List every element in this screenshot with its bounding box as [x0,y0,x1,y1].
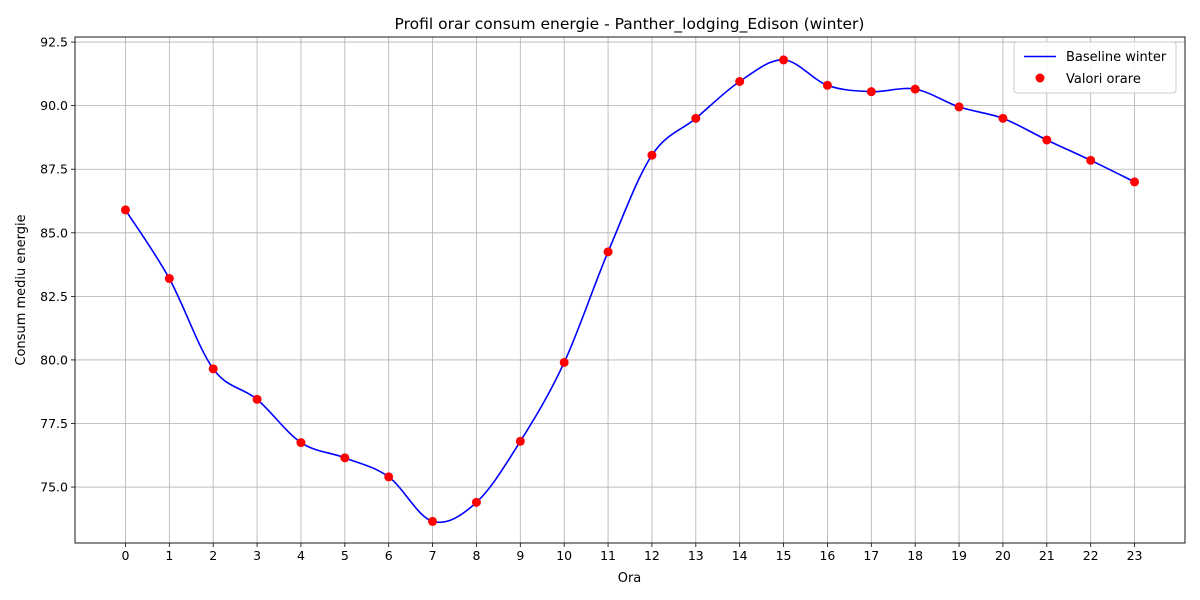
legend-marker-swatch [1035,73,1045,83]
x-tick-label: 6 [385,548,393,563]
point-layer [120,55,1140,526]
hourly-value-point [559,357,569,367]
y-tick-label: 80.0 [40,352,68,367]
hourly-value-point [164,274,174,284]
y-tick-label: 77.5 [40,416,68,431]
hourly-value-point [735,76,745,86]
hourly-value-point [384,472,394,482]
axes-frame [74,36,1186,544]
hourly-value-point [647,150,657,160]
x-tick-label: 18 [907,548,923,563]
hourly-value-point [822,80,832,90]
hourly-value-point [296,438,306,448]
x-tick-label: 9 [516,548,524,563]
x-tick-label: 14 [732,548,748,563]
x-tick-label: 12 [644,548,660,563]
hourly-value-point [515,436,525,446]
hourly-value-point [779,55,789,65]
legend-box [1013,41,1177,94]
y-tick-label: 85.0 [40,225,68,240]
grid-layer [75,37,1185,543]
x-tick-label: 1 [165,548,173,563]
y-axis-label: Consum mediu energie [14,214,29,365]
x-tick-label: 10 [556,548,572,563]
x-tick-label: 13 [688,548,704,563]
y-tick-label: 87.5 [40,162,68,177]
x-tick-label: 0 [121,548,129,563]
x-tick-label: 5 [341,548,349,563]
hourly-value-point [954,102,964,112]
x-tick-label: 11 [600,548,616,563]
legend: Baseline winter Valori orare [1013,41,1177,94]
hourly-value-point [252,394,262,404]
hourly-value-point [998,113,1008,123]
hourly-value-point [866,87,876,97]
axes-layer [74,36,1186,544]
chart-title: Profil orar consum energie - Panther_lod… [395,15,865,34]
tick-layer: 0 1 2 3 4 5 6 7 8 9 10 11 12 13 14 15 16 17 18 19 20 21 22 2375… [40,35,1142,563]
x-tick-label: 2 [209,548,217,563]
x-tick-label: 7 [429,548,437,563]
y-tick-label: 90.0 [40,98,68,113]
hourly-value-point [1042,135,1052,145]
x-tick-label: 21 [1039,548,1055,563]
x-tick-label: 8 [472,548,480,563]
hourly-value-point [1086,155,1096,165]
x-tick-label: 16 [819,548,835,563]
x-tick-label: 22 [1083,548,1099,563]
hourly-value-point [208,364,218,374]
x-axis-label: Ora [618,571,642,586]
hourly-value-point [691,113,701,123]
x-tick-label: 3 [253,548,261,563]
y-tick-label: 92.5 [40,35,68,50]
legend-label-baseline: Baseline winter [1066,50,1167,65]
y-tick-label: 75.0 [40,480,68,495]
hourly-value-point [340,453,350,463]
hourly-value-point [471,497,481,507]
x-tick-label: 20 [995,548,1011,563]
x-tick-label: 19 [951,548,967,563]
hourly-value-point [1130,177,1140,187]
hourly-value-point [910,84,920,94]
y-tick-label: 82.5 [40,289,68,304]
hourly-value-point [428,516,438,526]
x-tick-label: 17 [863,548,879,563]
hourly-value-point [603,247,613,257]
x-tick-label: 23 [1127,548,1143,563]
legend-label-points: Valori orare [1066,72,1141,87]
hourly-value-point [120,205,130,215]
x-tick-label: 4 [297,548,305,563]
x-tick-label: 15 [776,548,792,563]
